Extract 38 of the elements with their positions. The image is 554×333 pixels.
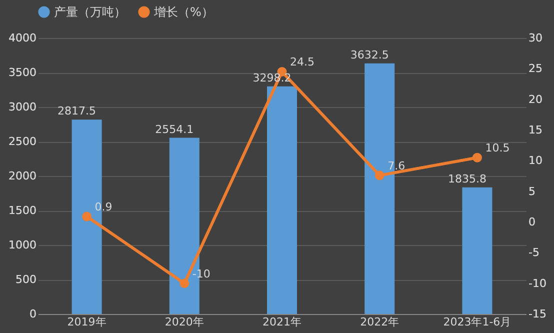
x-tick-label: 2019年 [67,316,106,328]
y2-tick-label: 15 [528,124,542,136]
x-tick-label: 2021年 [262,316,302,328]
point [472,152,482,162]
y2-tick-label: 25 [528,62,542,76]
y2-tick-label: 10 [528,154,542,168]
x-tick-label: 2020年 [164,316,204,328]
point [82,212,92,222]
legend-label: 产量（万吨） [54,5,126,19]
y-tick-label: 2000 [8,170,36,182]
y-tick-label: 1500 [8,204,36,217]
y-tick-label: 4000 [8,32,36,44]
y-tick-label: 2500 [8,135,36,148]
y-tick-label: 3500 [8,66,36,79]
y2-tick-label: -5 [528,246,540,260]
point [374,170,384,180]
y2-tick-label: 30 [528,32,542,44]
data-label: 3632.5 [350,48,389,62]
data-label: 1835.8 [448,172,486,186]
y-tick-label: 0 [30,308,36,320]
y2-tick-label: 5 [528,184,536,198]
data-label: 24.5 [290,56,314,69]
legend-label: 增长（%） [153,5,214,19]
y2-tick-label: -15 [528,308,546,320]
y-tick-label: 500 [16,273,36,286]
y2-tick-label: 20 [528,92,542,106]
bar [267,86,297,314]
y-tick-label: 3000 [8,100,36,114]
data-label: 2554.1 [155,122,194,136]
bar [462,187,492,314]
x-tick-label: 2023年1-6月 [443,316,512,328]
y2-tick-label: 0 [528,216,536,228]
y-tick-label: 1000 [8,238,36,252]
data-label: 10.5 [485,142,510,155]
y2-tick-label: -10 [528,276,546,290]
x-tick-label: 2022年 [360,316,400,328]
data-label: 2817.5 [58,104,96,118]
point [180,278,190,288]
